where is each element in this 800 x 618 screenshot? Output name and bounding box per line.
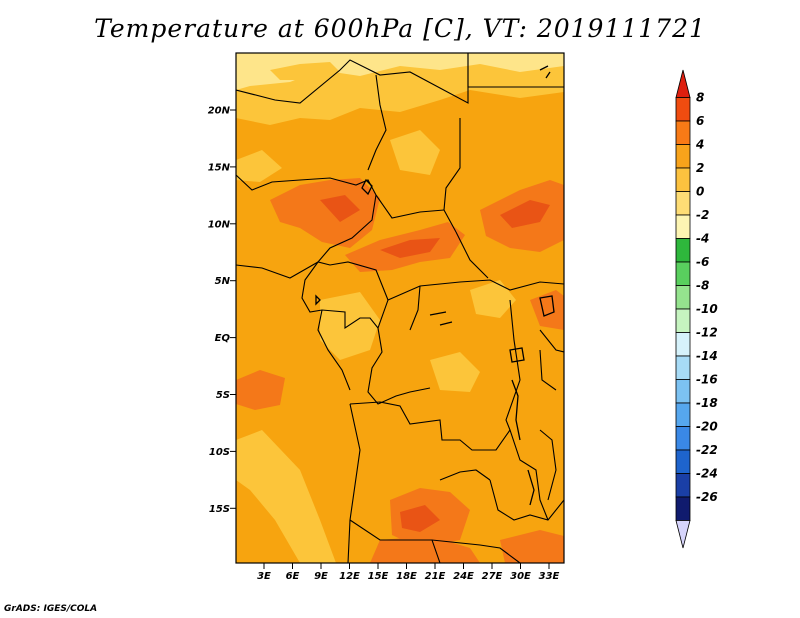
map-frame (235, 52, 565, 564)
colorbar-label: 4 (695, 138, 704, 152)
colorbar-segment (675, 167, 691, 192)
colorbar-segment (675, 473, 691, 498)
colorbar-label: -10 (696, 302, 718, 316)
colorbar-segment (675, 426, 691, 451)
colorbar-segment (675, 496, 691, 521)
hot-core-sudan (500, 200, 550, 228)
colorbar-segment (675, 120, 691, 145)
lat-tick-label: 5S (216, 390, 230, 401)
lon-tick-label: 24E (453, 571, 474, 582)
colorbar-segment (675, 191, 691, 216)
lat-tick-label: 15N (208, 162, 231, 173)
cool-patch-west (236, 150, 282, 182)
colorbar-label: -20 (696, 420, 718, 434)
lat-tick-label: EQ (215, 333, 231, 344)
colorbar-label: -16 (696, 373, 718, 387)
colorbar-label: -22 (696, 443, 718, 457)
lon-tick-label: 15E (368, 571, 389, 582)
hot-core-nigeria (320, 195, 360, 222)
cool-patch-southwest (236, 430, 336, 563)
cool-patch-north (270, 62, 340, 80)
colorbar-label: -14 (696, 349, 718, 363)
colorbar-label: -26 (696, 490, 718, 504)
colorbar-label: -12 (696, 326, 718, 340)
lakes (315, 65, 555, 506)
lon-tick-label: 27E (482, 571, 503, 582)
colorbar-segment (675, 97, 691, 122)
lon-tick-label: 3E (257, 571, 271, 582)
lat-tick-label: 10S (209, 447, 230, 458)
hot-core-car (380, 238, 440, 258)
lat-tick-label: 10N (208, 219, 231, 230)
colorbar-label: -6 (696, 255, 709, 269)
colorbar-segment (675, 308, 691, 333)
lon-tick-label: 18E (396, 571, 417, 582)
colorbar-label: -8 (696, 279, 709, 293)
pale-band-north (236, 53, 564, 90)
cool-patch-center-north (390, 130, 440, 175)
colorbar-segment (675, 214, 691, 239)
colorbar-segment (675, 238, 691, 263)
colorbar-segment (675, 449, 691, 474)
colorbar-label: 0 (696, 185, 704, 199)
lon-tick-label: 6E (286, 571, 300, 582)
colorbar-segment (675, 355, 691, 380)
hot-core-zambia (400, 505, 440, 532)
page-title: Temperature at 600hPa [C], VT: 201911172… (94, 14, 706, 43)
warm-patch-angola-coast (236, 370, 285, 410)
cool-patch-congo (430, 352, 480, 392)
country-borders (236, 53, 564, 563)
colorbar-segment (675, 144, 691, 169)
lon-tick-label: 21E (425, 571, 446, 582)
colorbar: 8 6 4 2 0 -2 -4 -6 -8 -10 -12 -14 -16 -18 -20 -22 -24 -26 (675, 69, 718, 549)
colorbar-segment (675, 402, 691, 427)
grads-credit: GrADS: IGES/COLA (4, 604, 98, 614)
colorbar-segment (675, 285, 691, 310)
cool-patch-east (470, 280, 516, 318)
colorbar-label: 6 (696, 114, 704, 128)
temperature-field (236, 53, 564, 563)
lon-tick-label: 33E (539, 571, 560, 582)
warm-patch-nigeria (270, 178, 380, 248)
warm-patch-lakes (530, 290, 564, 330)
colorbar-label: -24 (696, 467, 718, 481)
colorbar-label: -18 (696, 396, 718, 410)
longitude-axis: 3E 6E 9E 12E 15E 18E 21E 24E 27E 30E 33E (257, 563, 560, 582)
lat-tick-label: 15S (209, 504, 230, 515)
cool-patch-gabon (320, 292, 380, 360)
colorbar-segment (675, 261, 691, 286)
colorbar-label: 2 (696, 161, 704, 175)
lat-tick-label: 5N (215, 276, 231, 287)
lat-tick-label: 20N (208, 106, 231, 117)
warm-patch-south (370, 536, 480, 563)
colorbar-label: -4 (696, 232, 709, 246)
lon-tick-label: 9E (314, 571, 328, 582)
colorbar-arrow-top (675, 69, 691, 98)
colorbar-segment (675, 332, 691, 357)
lon-tick-label: 12E (339, 571, 360, 582)
colorbar-segment (675, 379, 691, 404)
latitude-axis: 20N 15N 10N 5N EQ 5S 10S 15S (208, 106, 236, 515)
colorbar-label: 8 (696, 91, 704, 105)
warm-patch-mozambique (500, 530, 564, 563)
lon-tick-label: 30E (510, 571, 531, 582)
colorbar-label: -2 (696, 208, 709, 222)
colorbar-arrow-bottom (675, 520, 691, 549)
